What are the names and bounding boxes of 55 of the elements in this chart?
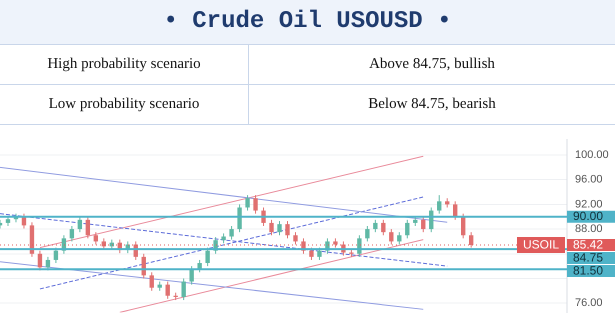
y-tick-label: 76.00 bbox=[575, 297, 603, 310]
candlestick bbox=[421, 216, 426, 233]
candlestick bbox=[397, 232, 402, 246]
candlestick bbox=[150, 272, 154, 292]
candlestick bbox=[381, 219, 386, 236]
candlestick bbox=[373, 219, 378, 233]
candlestick bbox=[445, 198, 450, 208]
text: Above 84.75, bullish bbox=[248, 45, 615, 84]
ref-line-label: 84.75 bbox=[573, 250, 604, 264]
candlestick bbox=[205, 247, 210, 267]
candlestick bbox=[453, 200, 458, 220]
candlestick bbox=[405, 219, 410, 239]
candlestick bbox=[413, 216, 418, 226]
annotation: USOIL bbox=[522, 237, 560, 252]
y-tick-label: 92.00 bbox=[575, 198, 603, 210]
candlestick bbox=[333, 238, 338, 248]
candlestick bbox=[221, 232, 226, 244]
chart-title: • Crude Oil USOUSD • bbox=[0, 0, 615, 45]
candlestick bbox=[6, 216, 10, 226]
candlestick bbox=[437, 194, 442, 214]
candlestick bbox=[102, 238, 106, 250]
y-tick-label: 96.00 bbox=[575, 174, 603, 186]
candlestick bbox=[229, 226, 234, 240]
candlestick bbox=[110, 239, 114, 250]
y-tick-label: 88.00 bbox=[575, 223, 603, 236]
ref-line-label: 90.00 bbox=[573, 209, 604, 224]
candlestick bbox=[285, 220, 290, 239]
ref-line-label: 85.42 bbox=[573, 237, 604, 252]
candlestick bbox=[158, 281, 162, 292]
candlestick bbox=[94, 232, 98, 246]
candlestick bbox=[389, 228, 394, 246]
candlestick bbox=[86, 216, 90, 239]
candlestick bbox=[78, 216, 82, 233]
candlestick bbox=[38, 250, 42, 271]
candlestick bbox=[70, 226, 74, 242]
candlestick bbox=[429, 206, 434, 233]
candlestick bbox=[460, 213, 466, 239]
candlestick bbox=[237, 204, 242, 233]
candlestick bbox=[46, 256, 50, 271]
candlestick bbox=[317, 247, 322, 260]
candlestick bbox=[365, 226, 370, 242]
y-tick-label: 100.00 bbox=[575, 149, 609, 162]
candlestick bbox=[253, 194, 258, 214]
candlestick bbox=[309, 247, 314, 260]
candlestick bbox=[166, 281, 170, 300]
candlestick bbox=[468, 232, 474, 248]
text: High probability scenario bbox=[0, 45, 248, 84]
ref-line-label: 81.50 bbox=[573, 263, 604, 278]
text: Below 84.75, bearish bbox=[248, 84, 615, 124]
candlestick bbox=[181, 278, 186, 301]
candlestick bbox=[245, 194, 250, 212]
text: Low probability scenario bbox=[0, 84, 248, 124]
candlestick bbox=[189, 266, 194, 286]
candlestick bbox=[54, 247, 58, 264]
candlestick bbox=[277, 220, 282, 236]
